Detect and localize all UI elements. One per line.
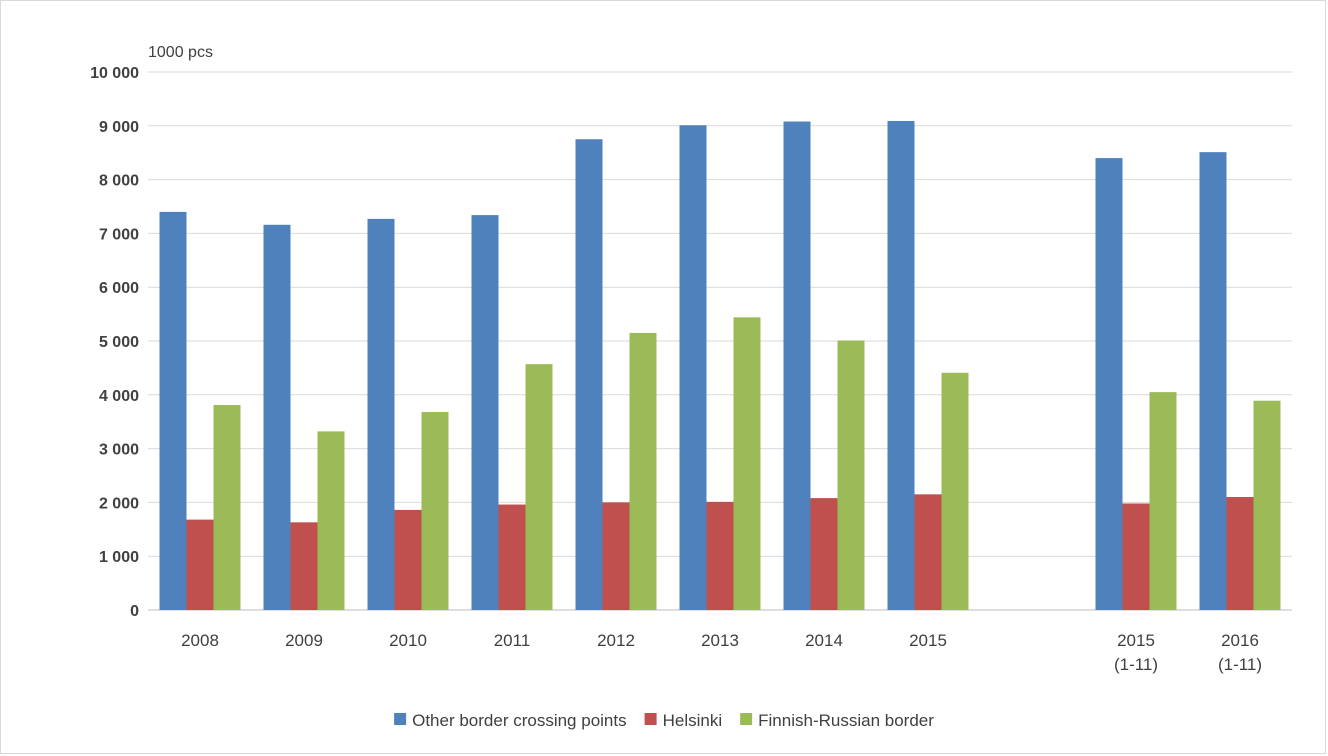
bar-helsinki	[1226, 497, 1254, 610]
x-tick-label: (1-11)	[1218, 655, 1262, 674]
bar-other-border-crossing-points	[575, 139, 603, 610]
bar-finnish-russian-border	[629, 332, 657, 610]
y-tick-label: 9 000	[99, 119, 139, 136]
bar-finnish-russian-border	[213, 405, 241, 610]
x-tick-label: 2015	[1117, 631, 1155, 650]
unit-label: 1000 pcs	[148, 44, 213, 61]
bars	[159, 120, 1281, 611]
bar-finnish-russian-border	[1253, 400, 1281, 610]
bar-other-border-crossing-points	[1095, 158, 1123, 610]
y-tick-label: 10 000	[90, 65, 139, 82]
x-tick-label: 2011	[494, 631, 531, 650]
y-axis-ticks: 0 1 000 2 000 3 000 4 000 5 000 6 000 7 000 8 00…	[90, 65, 139, 620]
x-tick-label: 2008	[181, 631, 219, 650]
bar-helsinki	[186, 519, 214, 610]
bar-finnish-russian-border	[941, 372, 969, 610]
y-tick-label: 1 000	[99, 549, 139, 566]
y-tick-label: 6 000	[99, 280, 139, 297]
y-tick-label: 7 000	[99, 226, 139, 243]
x-axis-ticks: 2008 2009 2010 2011 2012 2013 2014 2015 2015 (1-1…	[181, 631, 1262, 674]
legend-label: Other border crossing points	[412, 711, 627, 730]
bar-other-border-crossing-points	[367, 218, 395, 610]
legend-swatch	[644, 713, 657, 725]
x-tick-label: 2015	[909, 631, 947, 650]
bar-other-border-crossing-points	[471, 215, 499, 610]
y-tick-label: 2 000	[99, 495, 139, 512]
y-tick-label: 4 000	[99, 388, 139, 405]
y-tick-label: 5 000	[99, 334, 139, 351]
x-tick-label: 2009	[285, 631, 323, 650]
bar-other-border-crossing-points	[1199, 152, 1227, 611]
x-tick-label: 2014	[805, 631, 843, 650]
legend: Other border crossing points Helsinki Finn…	[394, 711, 934, 730]
bar-other-border-crossing-points	[783, 121, 811, 610]
x-tick-label: 2013	[701, 631, 739, 650]
bar-helsinki	[394, 509, 422, 610]
x-tick-label: 2012	[597, 631, 635, 650]
bar-other-border-crossing-points	[887, 120, 915, 610]
y-tick-label: 0	[130, 603, 139, 620]
bar-helsinki	[602, 502, 630, 610]
y-tick-label: 8 000	[99, 173, 139, 190]
bar-helsinki	[914, 494, 942, 610]
legend-label: Helsinki	[663, 711, 723, 730]
bar-finnish-russian-border	[317, 431, 345, 610]
bar-finnish-russian-border	[733, 317, 761, 610]
bar-helsinki	[498, 504, 526, 610]
legend-swatch	[740, 713, 753, 725]
bar-finnish-russian-border	[1149, 392, 1177, 610]
y-tick-label: 3 000	[99, 442, 139, 459]
x-tick-label: (1-11)	[1114, 655, 1158, 674]
bar-finnish-russian-border	[421, 412, 449, 610]
bar-helsinki	[1122, 503, 1150, 610]
legend-swatch	[394, 713, 407, 725]
bar-other-border-crossing-points	[159, 211, 187, 610]
bar-finnish-russian-border	[837, 340, 865, 610]
bar-helsinki	[706, 501, 734, 610]
bar-other-border-crossing-points	[679, 125, 707, 611]
bar-other-border-crossing-points	[263, 224, 291, 611]
legend-label: Finnish-Russian border	[758, 711, 934, 730]
bar-helsinki	[810, 498, 838, 610]
x-tick-label: 2010	[389, 631, 427, 650]
x-tick-label: 2016	[1221, 631, 1259, 650]
bar-finnish-russian-border	[525, 364, 553, 610]
bar-helsinki	[290, 522, 318, 610]
